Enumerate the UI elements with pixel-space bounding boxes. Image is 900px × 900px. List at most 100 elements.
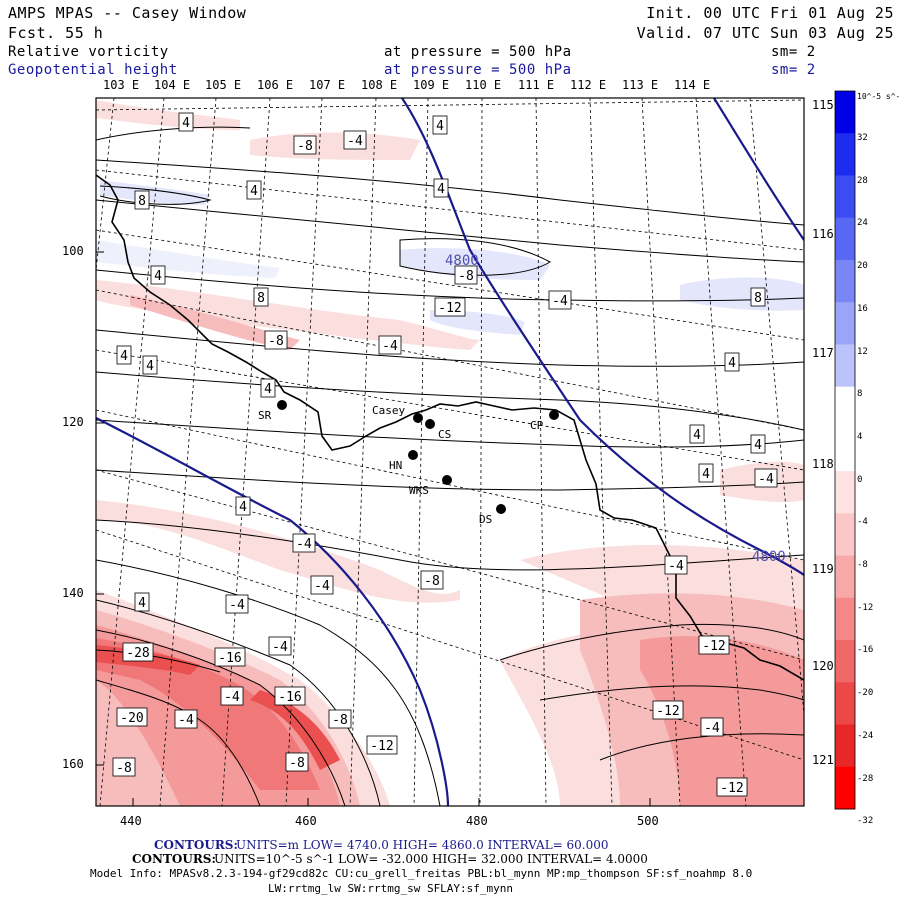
svg-text:4: 4: [182, 116, 190, 131]
svg-text:-8: -8: [289, 756, 305, 771]
svg-text:4: 4: [250, 184, 258, 199]
vorticity-contour-label: CONTOURS:: [132, 852, 216, 866]
longitude-label: 105 E: [205, 78, 242, 92]
svg-text:-12: -12: [720, 781, 743, 796]
svg-text:4: 4: [754, 438, 762, 453]
vorticity-contour-label: 4: [724, 352, 740, 372]
svg-text:-8: -8: [458, 269, 474, 284]
field1-smoothing: sm= 2: [771, 44, 816, 60]
vorticity-contour-label: -8: [328, 709, 352, 729]
vorticity-contour-label: 8: [134, 190, 150, 210]
station-name: SR: [258, 409, 272, 422]
longitude-label: 110 E: [465, 78, 502, 92]
colorbar-tick-label: 0: [857, 474, 863, 485]
x-tick-440: 440: [120, 814, 142, 828]
vorticity-contour-label: -8: [264, 330, 288, 350]
colorbar-swatch: [835, 175, 855, 219]
svg-text:-4: -4: [552, 294, 568, 309]
colorbar-tick-label: 28: [857, 175, 868, 186]
model-info: Model Info: MPASv8.2.3-194-gf29cd82c CU:…: [90, 867, 753, 880]
colorbar-tick-label: -8: [857, 560, 868, 570]
station-name: HN: [389, 459, 402, 472]
longitude-label: 104 E: [154, 78, 191, 92]
station-name: WKS: [409, 484, 429, 497]
vorticity-contour-label: 4: [698, 463, 714, 483]
vorticity-contour-label: 4: [260, 378, 276, 398]
x-tick-460: 460: [295, 814, 317, 828]
colorbar: [834, 90, 856, 810]
vorticity-contour-label: -4: [292, 533, 316, 553]
svg-text:-28: -28: [126, 646, 149, 661]
colorbar-swatch: [835, 597, 855, 641]
vorticity-contour-label: -4: [220, 686, 244, 706]
svg-text:-4: -4: [224, 690, 240, 705]
station-marker: HN: [389, 450, 418, 472]
svg-text:-8: -8: [268, 334, 284, 349]
colorbar-swatch: [835, 724, 855, 768]
longitude-label: 113 E: [622, 78, 659, 92]
colorbar-swatch: [835, 428, 855, 472]
station-name: Casey: [372, 404, 405, 417]
y-tick-120: 120: [62, 415, 84, 429]
svg-text:-20: -20: [120, 711, 143, 726]
colorbar-swatch: [835, 217, 855, 261]
vorticity-contour-label: 8: [253, 287, 269, 307]
station-marker: Casey: [372, 404, 423, 423]
colorbar-swatch: [835, 91, 855, 134]
svg-text:-4: -4: [704, 721, 720, 736]
station-layer: SR Casey CS CP HN WKS DS: [258, 400, 559, 526]
vorticity-contour-label: -4: [174, 709, 198, 729]
y-tick-160: 160: [62, 757, 84, 771]
vorticity-contour-label: -4: [378, 335, 402, 355]
colorbar-swatch: [835, 259, 855, 303]
svg-text:-12: -12: [438, 301, 461, 316]
svg-text:-4: -4: [178, 713, 194, 728]
vorticity-contour-label: -8: [293, 135, 317, 155]
colorbar-swatch: [835, 471, 855, 514]
forecast-hour: Fcst. 55 h: [8, 24, 104, 42]
station-name: DS: [479, 513, 492, 526]
vorticity-contour-label: -8: [420, 570, 444, 590]
svg-text:-4: -4: [382, 339, 398, 354]
vorticity-contour-label: -8: [285, 752, 309, 772]
colorbar-swatch: [835, 640, 855, 683]
colorbar-swatch: [835, 555, 855, 599]
colorbar-tick-label: -12: [857, 602, 874, 613]
svg-text:4: 4: [436, 119, 444, 134]
vorticity-label-layer: 4 -8 -4 4 8 4 4 4 -4 8 4 8 4 -8 -4 4 4 4 4 4 -4 4 -4 -8 -4 -8 -4 4 -…: [112, 112, 778, 797]
station-marker: SR: [258, 400, 287, 422]
graticule: [96, 98, 804, 806]
vorticity-contour-label: -4: [225, 594, 249, 614]
colorbar-tick-label: 16: [857, 303, 868, 314]
svg-text:-8: -8: [297, 139, 313, 154]
svg-text:-4: -4: [668, 559, 684, 574]
vorticity-contour-label: -12: [366, 735, 398, 755]
height-contours: [96, 98, 804, 806]
colorbar-swatch: [835, 344, 855, 388]
field1-level: at pressure = 500 hPa: [384, 44, 572, 60]
vorticity-contour-label: -20: [116, 707, 148, 727]
height-label-4800-b: 4800: [752, 549, 786, 565]
longitude-label: 114 E: [674, 78, 711, 92]
longitude-label: 111 E: [518, 78, 555, 92]
vorticity-contour-label: -16: [214, 647, 246, 667]
x-tick-500: 500: [637, 814, 659, 828]
svg-text:8: 8: [257, 291, 265, 306]
svg-text:-12: -12: [702, 639, 725, 654]
vorticity-contour-label: 4: [178, 112, 194, 132]
vorticity-contour-info: UNITS=10^-5 s^-1 LOW= -32.000 HIGH= 32.0…: [214, 852, 648, 866]
svg-text:-8: -8: [424, 574, 440, 589]
svg-text:4: 4: [239, 500, 247, 515]
y-tick-100: 100: [62, 244, 84, 258]
vorticity-contour-label: 4: [142, 355, 158, 375]
colorbar-tick-label: -4: [857, 517, 868, 528]
svg-text:4: 4: [728, 356, 736, 371]
colorbar-tick-label: 24: [857, 218, 868, 229]
vorticity-contour-label: -12: [652, 700, 684, 720]
model-title: AMPS MPAS -- Casey Window: [8, 4, 247, 22]
station-marker: DS: [479, 504, 506, 526]
vorticity-contour-label: 4: [689, 424, 705, 444]
svg-text:8: 8: [138, 194, 146, 209]
longitude-label: 106 E: [257, 78, 294, 92]
